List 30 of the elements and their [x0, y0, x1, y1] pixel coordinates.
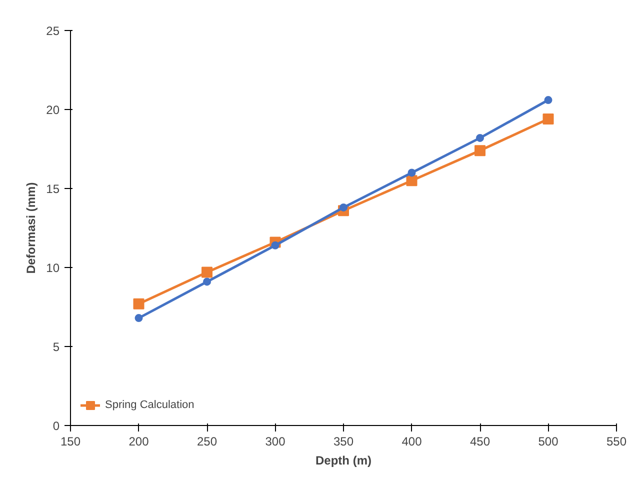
x-axis-title: Depth (m) [316, 454, 372, 468]
x-tick-label: 200 [128, 434, 150, 448]
x-tick-label: 500 [538, 434, 559, 448]
point [544, 96, 552, 104]
y-tick-label: 15 [46, 182, 60, 196]
point [476, 134, 484, 142]
x-tick-label: 550 [606, 434, 627, 448]
x-tick-label: 300 [265, 434, 286, 448]
x-tick-label: 400 [402, 434, 422, 448]
point [408, 168, 416, 177]
point [406, 175, 418, 186]
y-tick-label: 5 [52, 340, 60, 354]
point [340, 203, 348, 212]
point [542, 113, 554, 124]
point [474, 145, 486, 156]
point [203, 278, 211, 286]
y-axis-title: Deformasi (mm) [24, 182, 38, 274]
y-tick-label: 25 [46, 24, 60, 38]
x-tick-label: 150 [60, 434, 81, 448]
x-tick-label: 250 [196, 434, 218, 448]
point [271, 241, 280, 250]
x-tick-label: 350 [333, 434, 354, 448]
y-tick-label: 0 [52, 419, 60, 433]
y-tick-label: 20 [46, 103, 60, 117]
point [202, 266, 212, 278]
point [134, 314, 143, 322]
point [133, 298, 144, 310]
y-tick-label: 10 [46, 261, 60, 275]
legend-label: Spring Calculation [105, 399, 194, 411]
x-tick-label: 450 [470, 434, 490, 448]
